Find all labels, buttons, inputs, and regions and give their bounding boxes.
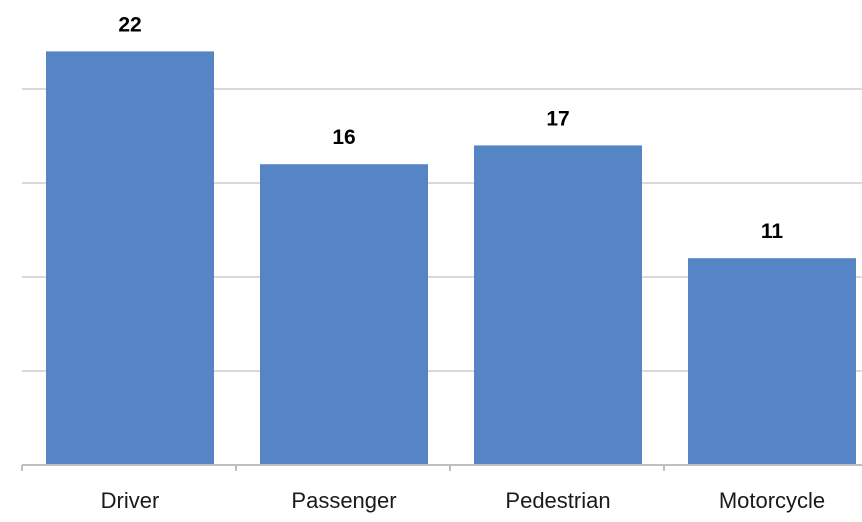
data-label-passenger: 16	[332, 126, 355, 149]
category-label-motorcycle: Motorcycle	[719, 488, 825, 513]
data-labels: 22 16 17 11	[118, 13, 783, 243]
data-label-pedestrian: 17	[546, 107, 569, 130]
bar-pedestrian	[474, 145, 642, 465]
category-label-driver: Driver	[101, 488, 160, 513]
bars	[46, 51, 856, 466]
bar-driver	[46, 51, 214, 466]
category-label-passenger: Passenger	[291, 488, 396, 513]
bar-passenger	[260, 164, 428, 465]
category-labels: Driver Passenger Pedestrian Motorcycle	[101, 488, 826, 513]
data-label-driver: 22	[118, 13, 141, 36]
data-label-motorcycle: 11	[761, 220, 784, 243]
category-label-pedestrian: Pedestrian	[505, 488, 610, 513]
x-axis	[21, 464, 862, 471]
bar-motorcycle	[688, 258, 856, 465]
